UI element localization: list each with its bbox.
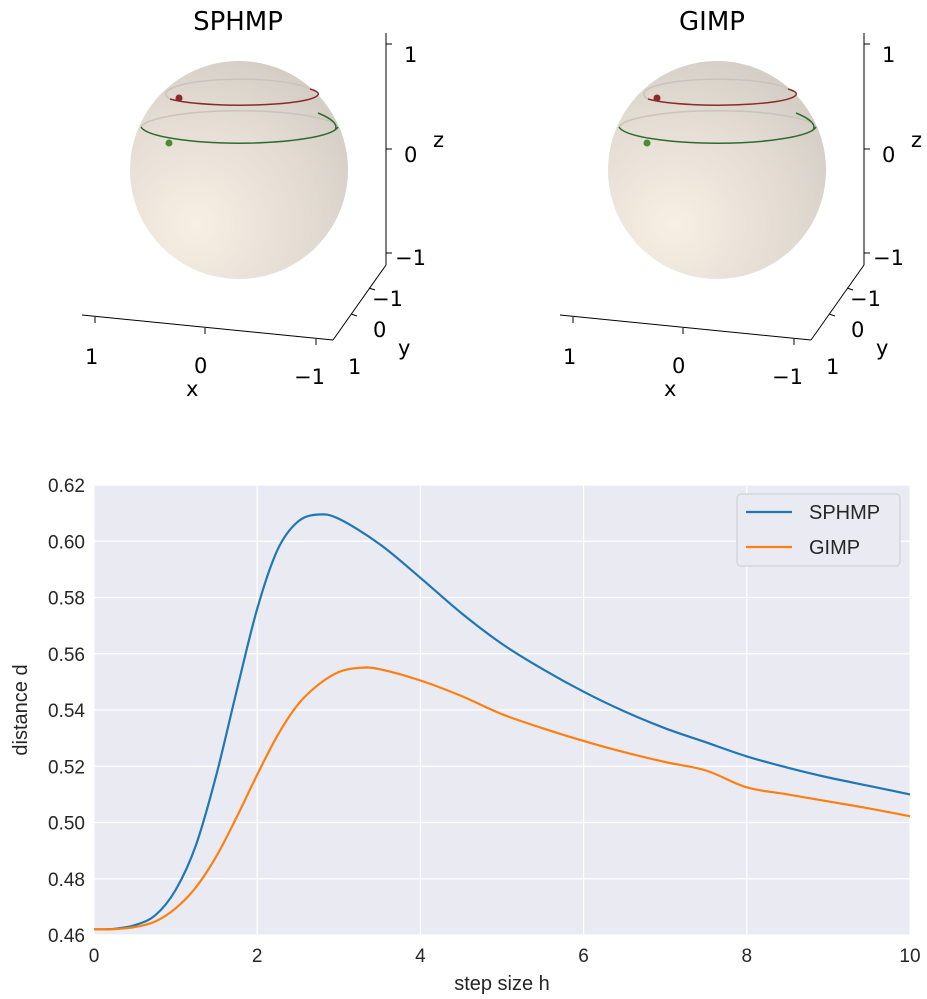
y-tick-label: 0.50 bbox=[48, 814, 85, 835]
point-upper bbox=[653, 94, 661, 102]
y-tick: −1 bbox=[372, 287, 403, 311]
legend-label-gimp: GIMP bbox=[809, 537, 860, 559]
x-tick: 1 bbox=[563, 345, 576, 369]
z-label: z bbox=[911, 128, 922, 152]
series-line-sphmp bbox=[93, 513, 911, 931]
y-tick-label: 0.56 bbox=[48, 645, 85, 666]
orbit-upper-front bbox=[169, 88, 319, 106]
legend-label-sphmp: SPHMP bbox=[809, 502, 880, 524]
x-tick: 0 bbox=[194, 354, 207, 378]
x-tick-label: 0 bbox=[89, 946, 100, 967]
orbit-lower-front bbox=[140, 126, 339, 144]
x-label: x bbox=[664, 377, 676, 401]
x-tick-label: 10 bbox=[899, 946, 920, 967]
orbit-upper-front bbox=[647, 88, 797, 106]
y-tick-label: 0.48 bbox=[48, 870, 85, 891]
x-axis-label: step size h bbox=[454, 973, 550, 995]
y-tick-labels: 0.46 0.48 0.50 0.52 0.54 0.56 0.58 0.60 0.62 bbox=[48, 476, 85, 947]
point-lower bbox=[165, 139, 173, 147]
orbit-upper-back bbox=[642, 78, 789, 100]
orbit-lower-back bbox=[618, 110, 817, 128]
series-lines bbox=[93, 513, 911, 931]
y-tick-label: 0.60 bbox=[48, 532, 85, 553]
orbit-upper-back bbox=[164, 78, 311, 100]
legend: SPHMP GIMP bbox=[736, 493, 901, 567]
orbit-lower-front bbox=[618, 126, 817, 144]
y-tick: 1 bbox=[826, 355, 839, 379]
series-line-gimp bbox=[93, 666, 911, 931]
y-axis-label: distance d bbox=[10, 664, 32, 755]
z-tick: 0 bbox=[404, 143, 417, 167]
ticks-3d: 1 0 −1 z −1 0 1 y 1 0 −1 x bbox=[85, 43, 444, 401]
x-tick-label: 8 bbox=[742, 946, 753, 967]
z-label: z bbox=[433, 128, 444, 152]
y-tick-label: 0.62 bbox=[48, 476, 85, 497]
orbit-lower-right bbox=[317, 112, 337, 131]
y-tick: −1 bbox=[850, 287, 881, 311]
x-label: x bbox=[186, 377, 198, 401]
x-tick-labels: 0 2 4 6 8 10 bbox=[89, 946, 921, 967]
orbit-lower-back bbox=[140, 110, 339, 128]
panel-3d-gimp: GIMP 1 0 −1 z −1 0 1 bbox=[559, 7, 922, 401]
y-tick-label: 0.46 bbox=[48, 926, 85, 947]
x-tick: −1 bbox=[294, 365, 325, 389]
x-tick: −1 bbox=[772, 365, 803, 389]
x-tick-label: 4 bbox=[415, 946, 426, 967]
y-label: y bbox=[876, 336, 888, 360]
point-upper bbox=[175, 94, 183, 102]
z-tick: −1 bbox=[395, 246, 426, 270]
y-tick: 1 bbox=[348, 355, 361, 379]
axes-3d bbox=[559, 33, 870, 345]
y-tick: 0 bbox=[851, 318, 864, 342]
orbit-lower-right bbox=[795, 112, 815, 131]
line-chart: 0.46 0.48 0.50 0.52 0.54 0.56 0.58 0.60 0.62 0 2 4… bbox=[10, 476, 921, 995]
y-tick-label: 0.52 bbox=[48, 757, 85, 778]
point-lower bbox=[643, 139, 651, 147]
x-tick: 1 bbox=[85, 345, 98, 369]
z-tick: 1 bbox=[882, 43, 895, 67]
x-tick-label: 6 bbox=[578, 946, 589, 967]
y-tick-label: 0.58 bbox=[48, 589, 85, 610]
panel-3d-sphmp: SPHMP 1 0 −1 z −1 0 bbox=[81, 7, 444, 401]
y-label: y bbox=[398, 336, 410, 360]
x-tick-label: 2 bbox=[252, 946, 263, 967]
sphere bbox=[130, 61, 348, 279]
ticks-3d: 1 0 −1 z −1 0 1 y 1 0 −1 x bbox=[563, 43, 922, 401]
x-tick: 0 bbox=[672, 354, 685, 378]
z-tick: 0 bbox=[882, 143, 895, 167]
panel-title: SPHMP bbox=[193, 7, 283, 37]
y-tick-label: 0.54 bbox=[48, 701, 85, 722]
y-tick: 0 bbox=[373, 318, 386, 342]
z-tick: −1 bbox=[873, 246, 904, 270]
sphere bbox=[608, 61, 826, 279]
axes-3d bbox=[81, 33, 392, 345]
z-tick: 1 bbox=[404, 43, 417, 67]
panel-title: GIMP bbox=[679, 7, 745, 37]
